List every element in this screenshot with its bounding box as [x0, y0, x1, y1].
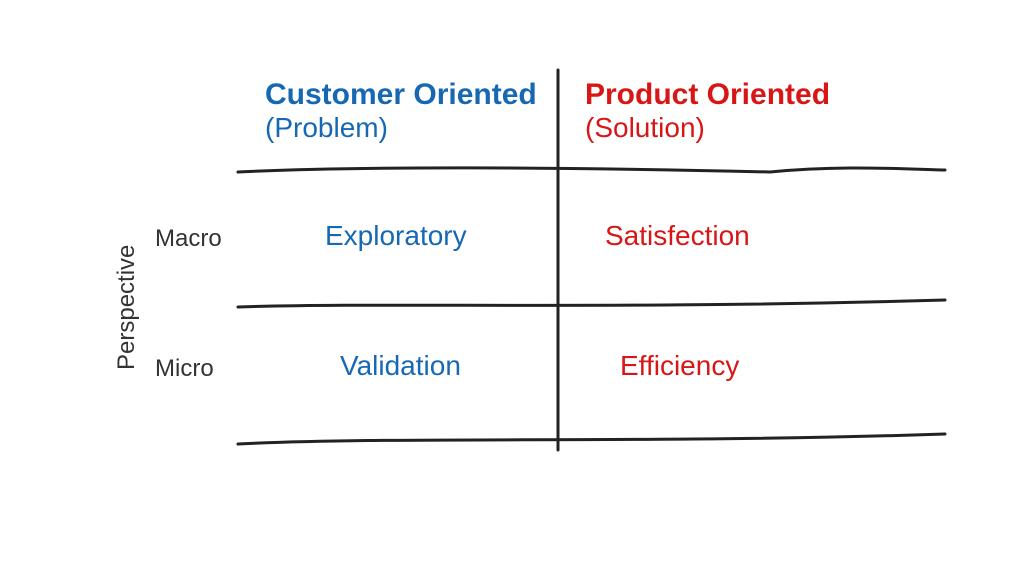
text-layer: Customer Oriented (Problem) Product Orie…	[0, 0, 1024, 578]
col-title-customer: Customer Oriented	[265, 78, 537, 112]
cell-macro-product: Satisfection	[605, 220, 750, 252]
cell-micro-customer: Validation	[340, 350, 461, 382]
col-header-product: Product Oriented (Solution)	[585, 78, 830, 144]
col-header-customer: Customer Oriented (Problem)	[265, 78, 537, 144]
axis-label-perspective: Perspective	[113, 245, 141, 370]
col-subtitle-customer: (Problem)	[265, 112, 537, 144]
cell-micro-product: Efficiency	[620, 350, 739, 382]
matrix-diagram: Customer Oriented (Problem) Product Orie…	[0, 0, 1024, 578]
col-title-product: Product Oriented	[585, 78, 830, 112]
row-label-micro: Micro	[155, 355, 214, 383]
row-label-macro: Macro	[155, 225, 222, 253]
col-subtitle-product: (Solution)	[585, 112, 830, 144]
cell-macro-customer: Exploratory	[325, 220, 467, 252]
